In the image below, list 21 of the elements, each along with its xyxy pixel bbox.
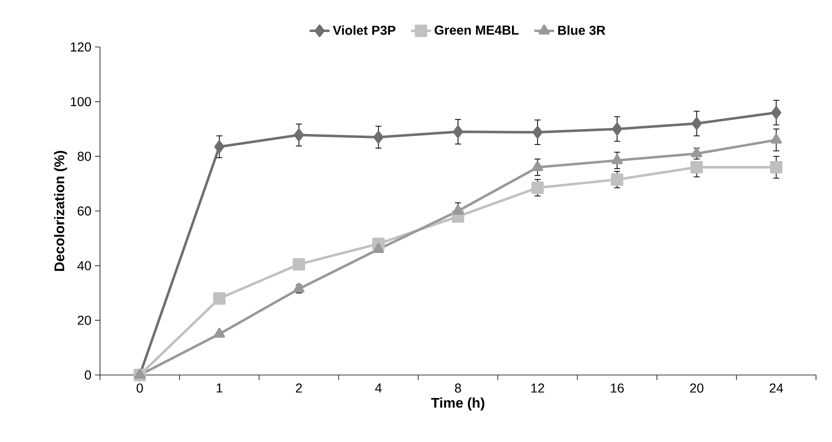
x-tick-label: 8: [454, 384, 462, 393]
x-tick-label: 12: [531, 384, 544, 393]
x-tick-label: 4: [375, 384, 382, 392]
y-axis-title: Decolorization (%): [54, 150, 68, 271]
y-tick-label: 40: [77, 261, 91, 270]
legend-label: Blue 3R: [558, 25, 606, 35]
x-tick-label: 2: [296, 384, 302, 393]
x-tick-label: 24: [770, 384, 784, 393]
x-tick-label: 1: [216, 384, 222, 392]
legend-label: Green ME4BL: [434, 26, 519, 35]
y-tick-label: 0: [84, 370, 91, 380]
x-axis-title: Time (h): [431, 398, 484, 411]
y-tick-label: 100: [70, 97, 91, 106]
x-tick-label: 20: [690, 384, 704, 393]
y-tick-label: 60: [78, 206, 91, 216]
x-tick-label: 16: [610, 384, 624, 393]
y-tick-label: 120: [70, 42, 91, 52]
y-tick-label: 80: [78, 152, 91, 161]
legend-label: Violet P3P: [332, 25, 396, 35]
y-tick-label: 20: [78, 316, 91, 325]
x-tick-label: 0: [136, 384, 143, 393]
